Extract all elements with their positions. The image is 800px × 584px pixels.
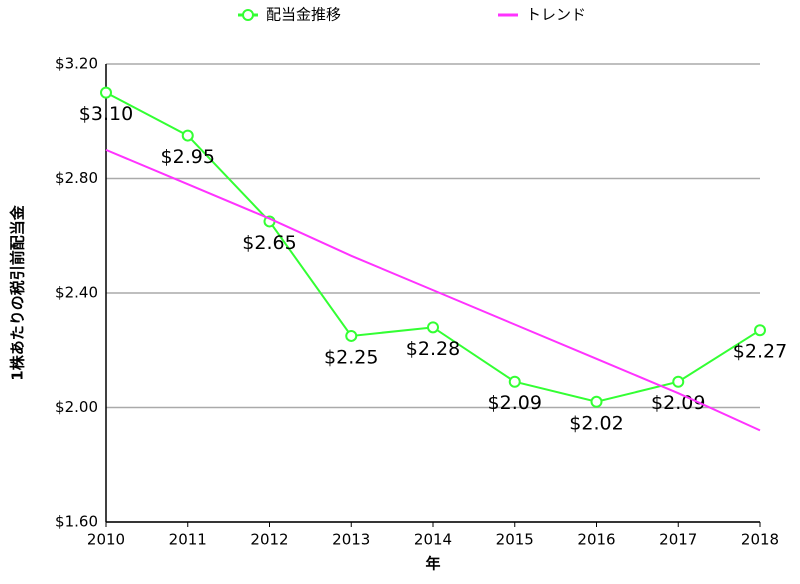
point xyxy=(508,375,521,388)
value-label: $2.28 xyxy=(406,338,460,360)
point xyxy=(427,321,439,334)
y-tick-label: $2.40 xyxy=(55,284,98,302)
legend-label: トレンド xyxy=(526,6,586,24)
y-tick-label: $2.00 xyxy=(55,398,98,416)
x-tick-label: 2011 xyxy=(169,531,207,549)
x-tick-label: 2018 xyxy=(741,531,779,549)
value-label: $2.09 xyxy=(651,392,705,414)
legend-marker xyxy=(242,9,254,21)
value-label: $3.10 xyxy=(79,103,133,125)
value-label: $2.65 xyxy=(242,232,296,254)
y-tick-label: $3.20 xyxy=(55,55,98,73)
series-line xyxy=(105,148,761,432)
x-tick-label: 2014 xyxy=(414,531,452,549)
x-tick-label: 2010 xyxy=(87,531,125,549)
x-tick-label: 2017 xyxy=(659,531,697,549)
y-axis-label: 1株あたりの税引前配当金 xyxy=(9,204,27,380)
x-tick-label: 2013 xyxy=(332,531,370,549)
x-tick-label: 2012 xyxy=(250,531,288,549)
y-tick-label: $1.60 xyxy=(55,513,98,531)
legend-label: 配当金推移 xyxy=(266,6,341,24)
point xyxy=(754,324,766,337)
value-label: $2.25 xyxy=(324,346,378,368)
x-axis-label: 年 xyxy=(425,555,440,573)
value-label: $2.09 xyxy=(488,392,542,414)
point xyxy=(590,395,603,408)
point xyxy=(100,86,112,99)
value-label: $2.02 xyxy=(569,412,623,434)
point xyxy=(672,375,685,388)
value-label: $2.95 xyxy=(161,146,215,168)
y-tick-label: $2.80 xyxy=(55,169,98,187)
point xyxy=(345,329,358,342)
x-tick-label: 2016 xyxy=(577,531,615,549)
x-tick-label: 2015 xyxy=(496,531,534,549)
point xyxy=(181,129,194,142)
value-label: $2.27 xyxy=(733,341,787,363)
